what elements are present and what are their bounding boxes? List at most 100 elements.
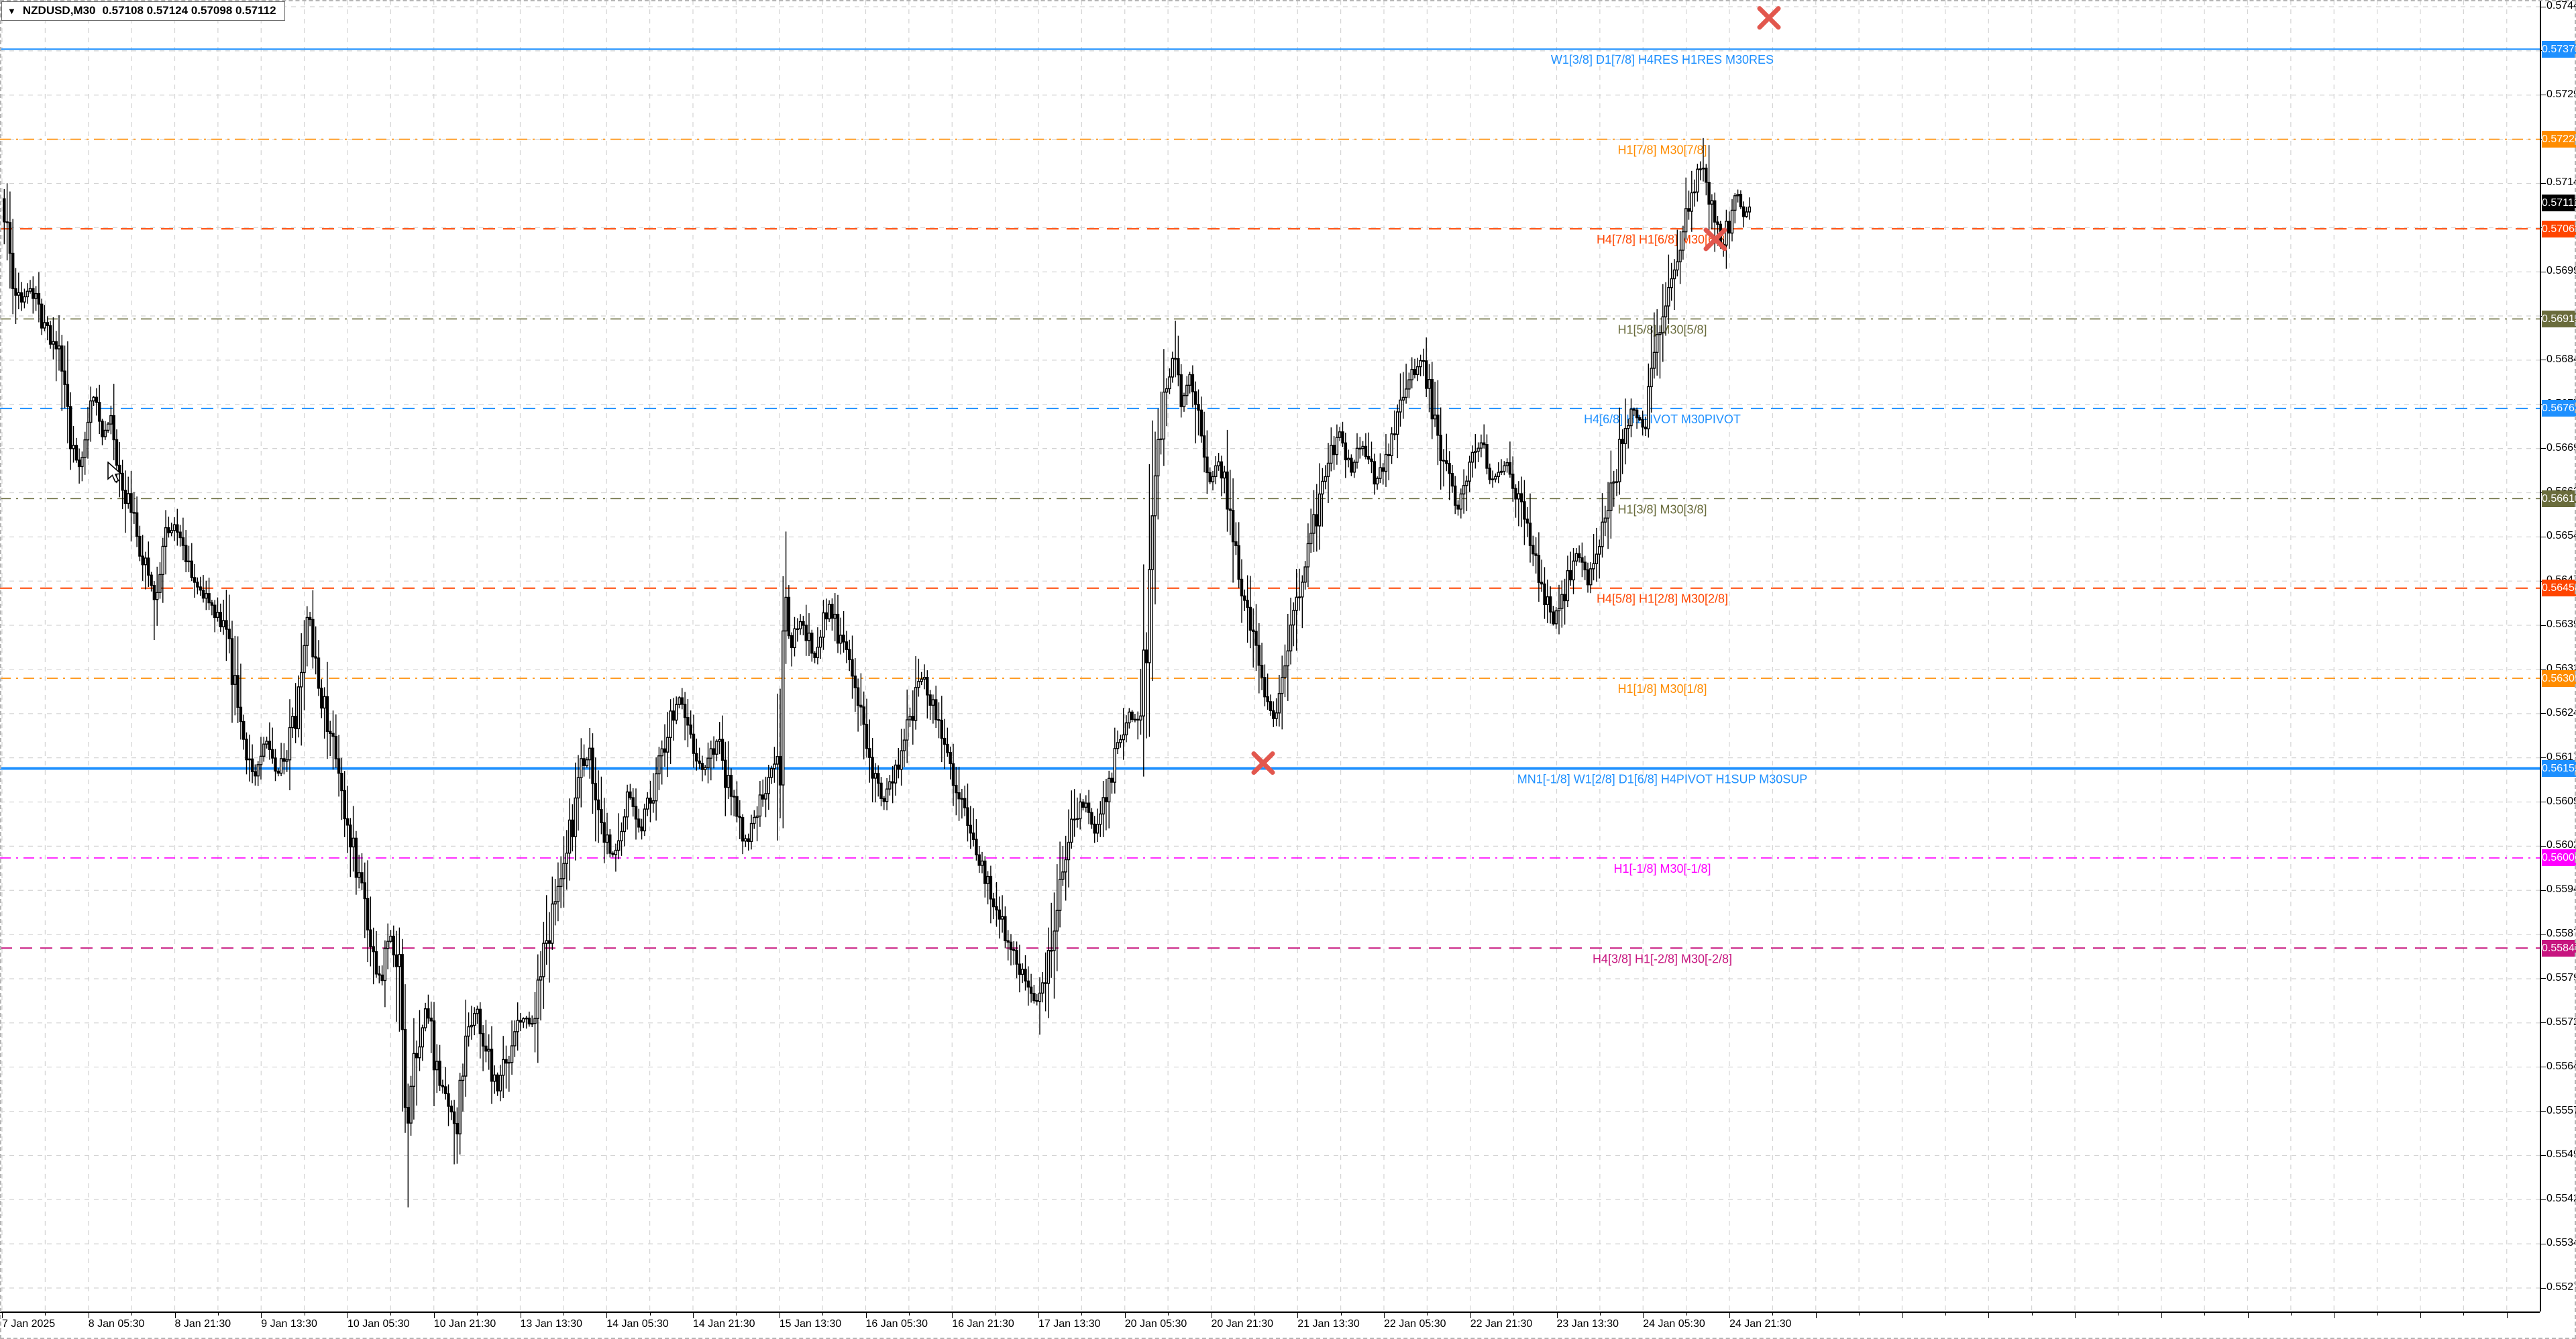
time-axis-tick (131, 1313, 133, 1316)
time-axis-tick (2420, 1313, 2421, 1318)
price-axis-tick (2541, 934, 2546, 935)
level-label: MN1[-1/8] W1[2/8] D1[6/8] H4PIVOT H1SUP … (1517, 772, 1808, 786)
time-tick-label: 13 Jan 13:30 (520, 1318, 583, 1330)
time-tick-label: 24 Jan 05:30 (1643, 1318, 1705, 1330)
time-tick-label: 14 Jan 05:30 (606, 1318, 669, 1330)
price-tick-label: 0.57145 (2546, 176, 2576, 189)
chart-plot-area: W1[3/8] D1[7/8] H4RES H1RES M30RES H1[7/8… (0, 0, 2540, 1311)
level-label: H4[5/8] H1[2/8] M30[2/8] (1597, 592, 1728, 606)
time-axis-tick (2161, 1313, 2162, 1318)
time-axis-tick (2031, 1313, 2033, 1316)
time-axis-tick (433, 1313, 435, 1318)
time-tick-label: 20 Jan 05:30 (1124, 1318, 1187, 1330)
price-axis-tick (2541, 757, 2546, 759)
price-tick-label: 0.56170 (2546, 751, 2576, 763)
time-tick-label: 14 Jan 21:30 (693, 1318, 755, 1330)
level-label: H1[1/8] M30[1/8] (1617, 682, 1707, 696)
level-price-badge: 0.56152 (2542, 759, 2576, 777)
time-tick-label: 23 Jan 13:30 (1556, 1318, 1619, 1330)
level-label: H1[7/8] M30[7/8] (1617, 144, 1707, 157)
price-axis-tick (2541, 845, 2546, 847)
current-price-badge: 0.57112 (2542, 194, 2576, 211)
time-axis-tick (217, 1313, 219, 1316)
time-axis-tick (1686, 1313, 1687, 1316)
time-tick-label: 22 Jan 05:30 (1384, 1318, 1446, 1330)
time-axis-tick (1513, 1313, 1515, 1316)
time-tick-label: 15 Jan 13:30 (779, 1318, 842, 1330)
time-axis-tick (2, 1313, 3, 1318)
time-axis-tick (1124, 1313, 1126, 1318)
price-tick-label: 0.56395 (2546, 619, 2576, 631)
time-axis-tick (477, 1313, 478, 1316)
level-label: H1[-1/8] M30[-1/8] (1613, 862, 1711, 875)
price-tick-label: 0.55570 (2546, 1104, 2576, 1116)
level-label: W1[3/8] D1[7/8] H4RES H1RES M30RES (1551, 53, 1774, 66)
time-axis-tick (693, 1313, 694, 1318)
time-tick-label: 17 Jan 13:30 (1038, 1318, 1101, 1330)
time-tick-label: 8 Jan 21:30 (174, 1318, 231, 1330)
price-tick-label: 0.55870 (2546, 928, 2576, 940)
time-axis-tick (1254, 1313, 1255, 1316)
level-label: H4[7/8] H1[6/8] M30[6/8] (1597, 233, 1728, 246)
level-price-badge: 0.57373 (2542, 40, 2576, 58)
time-axis-tick (822, 1313, 824, 1316)
time-axis-tick (736, 1313, 737, 1316)
time-axis-tick (952, 1313, 953, 1318)
signal-markers (1251, 6, 1781, 775)
time-axis-tick (2506, 1313, 2508, 1318)
price-tick-label: 0.56845 (2546, 353, 2576, 365)
time-tick-label: 20 Jan 21:30 (1211, 1318, 1274, 1330)
price-tick-label: 0.57445 (2546, 0, 2576, 11)
price-tick-label: 0.55645 (2546, 1060, 2576, 1072)
time-tick-label: 9 Jan 13:30 (261, 1318, 317, 1330)
x-cross-marker[interactable] (1757, 6, 1781, 30)
time-axis-tick (865, 1313, 867, 1318)
level-price-badge: 0.55847 (2542, 939, 2576, 957)
symbol-period-label: NZDUSD,M30 (22, 4, 96, 17)
time-axis-tick (1384, 1313, 1385, 1318)
time-tick-label: 10 Jan 05:30 (347, 1318, 410, 1330)
candlestick-series (3, 138, 1752, 1208)
ohlc-values-label: 0.57108 0.57124 0.57098 0.57112 (102, 4, 276, 17)
time-axis-tick (261, 1313, 262, 1318)
time-tick-label: 16 Jan 05:30 (865, 1318, 928, 1330)
level-price-badge: 0.56305 (2542, 670, 2576, 687)
price-axis-tick (2541, 182, 2546, 184)
price-tick-label: 0.55420 (2546, 1193, 2576, 1205)
time-axis-tick (1427, 1313, 1428, 1316)
level-label: H1[3/8] M30[3/8] (1617, 502, 1707, 516)
time-axis-tick (1038, 1313, 1039, 1318)
time-axis-tick (2204, 1313, 2206, 1316)
time-axis-tick (390, 1313, 392, 1316)
level-label: H4[6/8] H1PIVOT M30PIVOT (1584, 413, 1741, 426)
price-tick-label: 0.57295 (2546, 88, 2576, 100)
time-tick-label: 22 Jan 21:30 (1470, 1318, 1533, 1330)
chart-dropdown-icon[interactable]: ▼ (7, 5, 16, 16)
time-tick-label: 10 Jan 21:30 (433, 1318, 496, 1330)
price-tick-label: 0.56995 (2546, 265, 2576, 277)
grid-lines (0, 0, 2540, 1311)
time-axis-tick (1988, 1313, 1990, 1318)
price-tick-label: 0.55945 (2546, 883, 2576, 896)
x-cross-marker[interactable] (1703, 227, 1727, 252)
time-tick-label: 24 Jan 21:30 (1729, 1318, 1792, 1330)
time-axis-tick (2377, 1313, 2378, 1316)
time-tick-label: 16 Jan 21:30 (952, 1318, 1014, 1330)
time-axis-tick (2463, 1313, 2465, 1316)
time-axis-tick (2290, 1313, 2292, 1316)
price-tick-label: 0.56545 (2546, 530, 2576, 542)
level-price-badge: 0.56763 (2542, 400, 2576, 417)
time-axis-tick (1772, 1313, 1774, 1316)
x-cross-marker[interactable] (1251, 751, 1275, 775)
price-tick-label: 0.55720 (2546, 1016, 2576, 1028)
price-axis-tick (2541, 978, 2546, 979)
price-axis-tick (2541, 713, 2546, 714)
price-tick-label: 0.55495 (2546, 1148, 2576, 1161)
time-axis-tick (2075, 1313, 2076, 1318)
time-tick-label: 8 Jan 05:30 (88, 1318, 145, 1330)
murrey-levels: W1[3/8] D1[7/8] H4RES H1RES M30RES H1[7/8… (0, 48, 2540, 965)
time-axis-tick (908, 1313, 910, 1316)
level-price-badge: 0.57068 (2542, 220, 2576, 237)
